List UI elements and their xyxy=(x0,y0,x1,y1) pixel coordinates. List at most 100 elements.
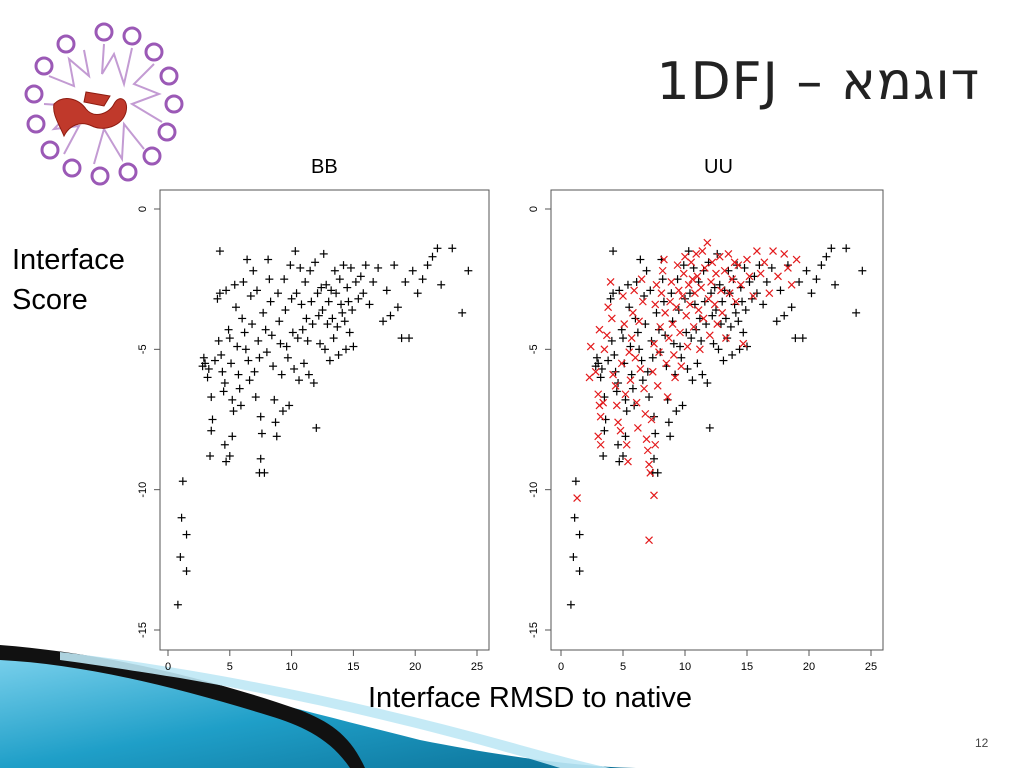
data-point-plus xyxy=(626,342,635,351)
data-point-x xyxy=(783,264,792,272)
data-point-plus xyxy=(408,266,417,275)
data-point-plus xyxy=(343,283,352,292)
data-point-plus xyxy=(390,261,399,270)
data-point-plus xyxy=(652,308,661,317)
data-point-plus xyxy=(246,292,255,301)
data-point-plus xyxy=(382,286,391,295)
data-point-plus xyxy=(791,334,800,343)
data-point-x xyxy=(690,289,699,298)
data-point-x xyxy=(596,440,605,449)
data-point-x xyxy=(594,390,603,399)
data-point-plus xyxy=(248,320,257,329)
data-point-plus xyxy=(642,266,651,275)
y-tick-label: -5 xyxy=(528,344,540,354)
data-point-plus xyxy=(571,477,580,486)
data-point-x xyxy=(739,339,748,348)
data-point-plus xyxy=(344,297,353,306)
data-point-x xyxy=(659,255,668,264)
data-point-plus xyxy=(250,367,259,376)
data-point-x xyxy=(628,308,637,317)
data-point-x xyxy=(728,275,737,284)
y-tick-label: -15 xyxy=(528,622,540,638)
data-point-plus xyxy=(309,379,318,388)
data-point-x xyxy=(752,247,761,256)
data-point-plus xyxy=(648,353,657,362)
data-point-plus xyxy=(745,277,754,286)
data-point-plus xyxy=(215,289,224,298)
panel-title-bb: BB xyxy=(311,156,338,178)
data-point-plus xyxy=(787,303,796,312)
data-point-x xyxy=(698,247,707,256)
data-point-plus xyxy=(297,300,306,309)
data-point-x xyxy=(625,348,634,357)
data-point-x xyxy=(635,317,644,326)
data-point-plus xyxy=(204,364,213,373)
data-point-x xyxy=(636,365,645,373)
data-point-x xyxy=(632,398,641,407)
x-tick-label: 25 xyxy=(471,661,483,673)
data-point-x xyxy=(640,384,649,393)
data-point-plus xyxy=(698,370,707,379)
data-point-x xyxy=(720,266,729,275)
data-point-plus xyxy=(266,297,275,306)
data-point-plus xyxy=(464,266,473,275)
data-point-plus xyxy=(338,308,347,317)
data-point-plus xyxy=(379,317,388,326)
data-point-x xyxy=(606,278,615,286)
data-point-plus xyxy=(724,266,733,275)
data-point-plus xyxy=(256,412,265,421)
x-tick-label: 10 xyxy=(285,661,297,673)
data-point-plus xyxy=(802,266,811,275)
data-point-plus xyxy=(728,350,737,359)
data-point-plus xyxy=(324,297,333,306)
data-point-plus xyxy=(688,376,697,385)
data-point-x xyxy=(695,345,704,354)
data-point-plus xyxy=(607,336,616,345)
data-point-plus xyxy=(743,342,751,351)
data-point-plus xyxy=(277,370,286,379)
data-point-plus xyxy=(858,266,867,275)
data-point-plus xyxy=(822,252,831,261)
data-point-plus xyxy=(405,334,414,343)
data-point-x xyxy=(652,280,661,289)
data-point-plus xyxy=(627,370,636,379)
x-tick-label: 5 xyxy=(620,661,626,673)
data-point-plus xyxy=(178,477,187,486)
data-point-plus xyxy=(271,418,280,427)
data-point-plus xyxy=(225,334,234,343)
data-point-plus xyxy=(323,320,332,329)
data-point-x xyxy=(619,292,627,300)
data-point-x xyxy=(658,266,667,275)
data-point-plus xyxy=(697,336,706,345)
deco-light-band xyxy=(60,652,610,768)
data-point-plus xyxy=(208,415,217,424)
data-point-x xyxy=(651,440,660,449)
data-point-x xyxy=(662,359,671,368)
data-point-x xyxy=(715,252,724,261)
data-point-plus xyxy=(254,336,263,345)
data-point-plus xyxy=(262,348,271,357)
data-point-plus xyxy=(176,553,185,562)
data-point-plus xyxy=(274,289,283,298)
data-point-plus xyxy=(219,387,228,396)
data-point-plus xyxy=(299,359,308,368)
data-point-x xyxy=(730,258,739,267)
data-point-x xyxy=(681,252,689,261)
data-point-plus xyxy=(302,314,311,323)
data-point-x xyxy=(643,446,652,455)
data-point-plus xyxy=(695,314,704,323)
data-point-plus xyxy=(233,342,242,351)
data-point-plus xyxy=(386,311,395,320)
data-point-plus xyxy=(699,266,708,275)
data-point-plus xyxy=(244,356,253,365)
data-point-x xyxy=(617,359,626,368)
data-point-plus xyxy=(306,266,315,275)
data-point-plus xyxy=(335,275,344,284)
data-point-x xyxy=(724,249,733,258)
data-point-plus xyxy=(718,297,727,306)
data-point-plus xyxy=(684,247,693,256)
deco-dark-stroke xyxy=(0,645,365,768)
data-point-plus xyxy=(329,334,338,343)
